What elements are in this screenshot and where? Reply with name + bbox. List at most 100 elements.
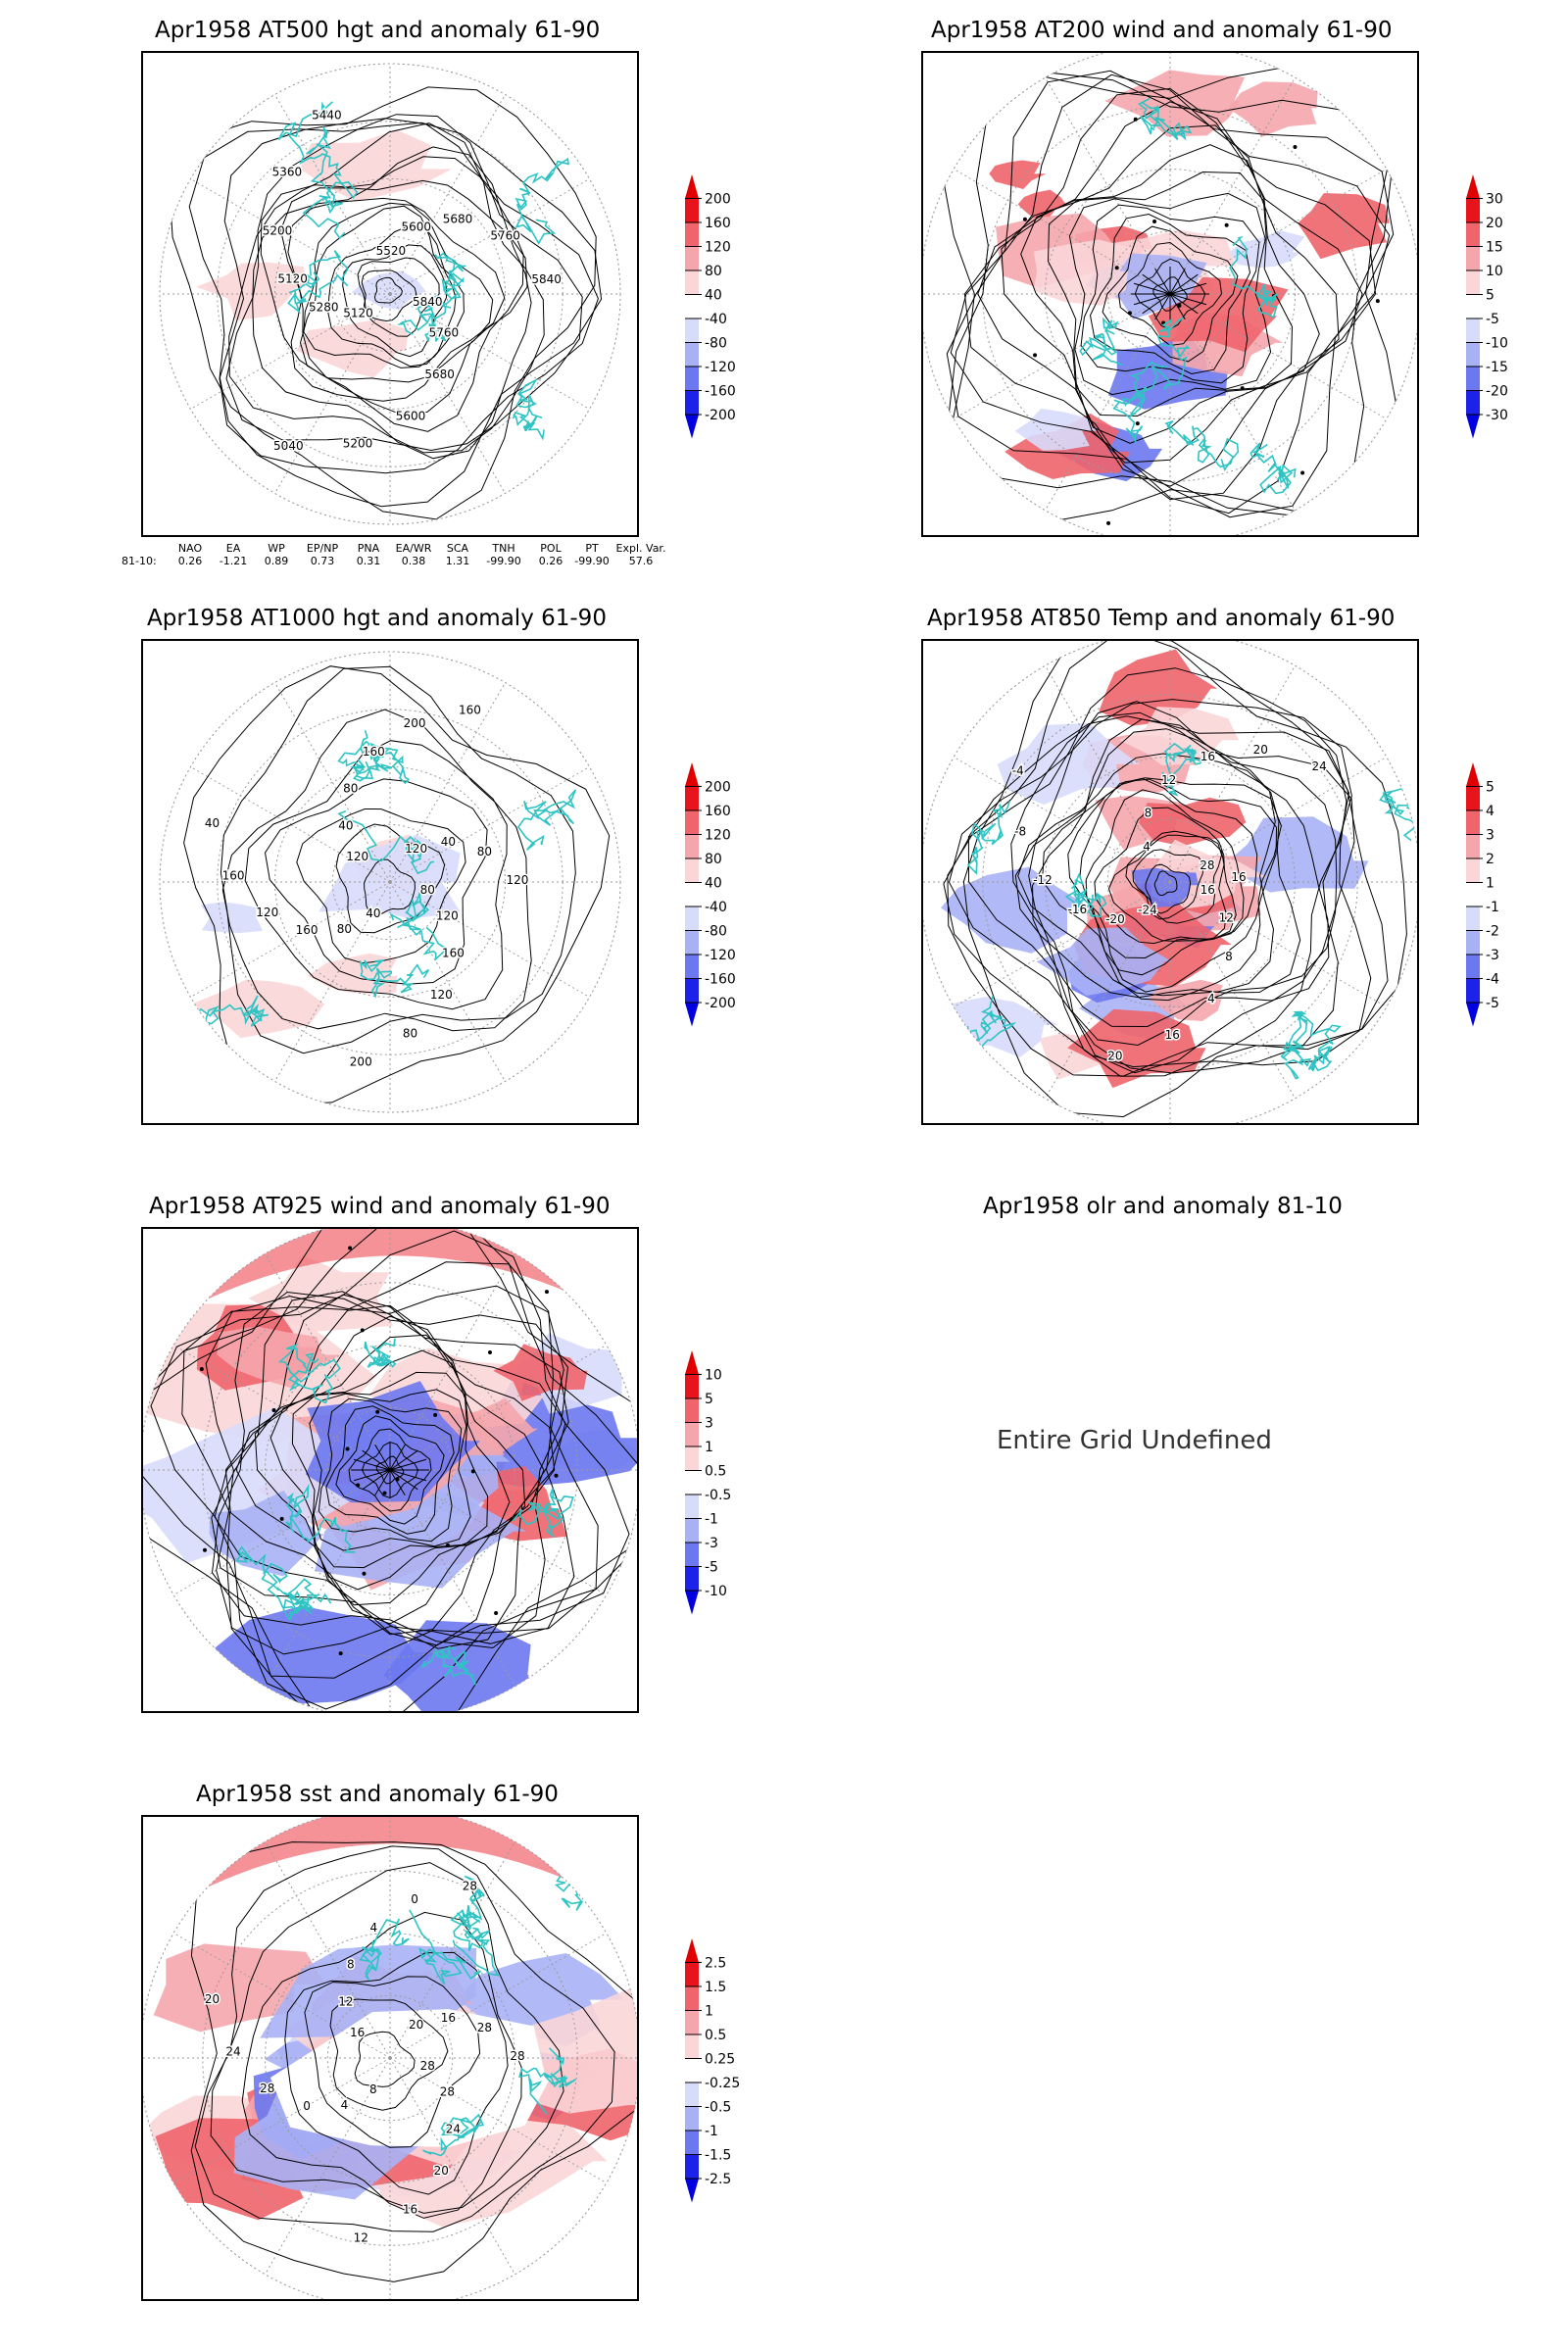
streamline: [150, 1230, 630, 1710]
coastline: [516, 789, 577, 851]
contour-label: 5200: [343, 437, 373, 451]
contour-label: 80: [477, 845, 492, 858]
contour-line: [1145, 863, 1192, 914]
streamline: [1169, 268, 1186, 295]
map-layer: [143, 1229, 637, 1711]
colorbar-label: 30: [1486, 192, 1503, 208]
coastline: [396, 295, 447, 342]
coastline: [434, 252, 466, 309]
coastline: [1379, 787, 1417, 842]
latitude-circle: [274, 178, 506, 410]
flow-arrow: [1022, 217, 1027, 221]
colorbar-label: -3: [1486, 948, 1499, 963]
flow-arrow: [1152, 219, 1157, 223]
contour-label: 5600: [396, 409, 426, 422]
polar-map-at1000: 8012016012080200408016012016040120408016…: [159, 651, 621, 1113]
colorbar-swatch: [685, 2154, 699, 2179]
contour-label: 24: [225, 2045, 240, 2059]
streamline: [270, 1349, 511, 1591]
longitude-line: [274, 293, 391, 494]
contour-label: 5360: [272, 165, 303, 178]
map-layer: [923, 53, 1417, 535]
contour-label: 16: [403, 2203, 417, 2217]
streamline: [1102, 225, 1239, 363]
coastline: [359, 958, 430, 999]
anomaly-shade: [1067, 1008, 1206, 1089]
streamline: [374, 1444, 391, 1471]
contour-line: [228, 122, 545, 454]
coastline: [1280, 1011, 1312, 1080]
contour-line: [183, 665, 611, 1106]
contour-label: 20: [205, 1992, 220, 2006]
index-value: -99.90: [486, 555, 521, 567]
contour-label: 20: [1253, 743, 1268, 757]
streamline: [143, 1229, 637, 1711]
coastline: [1138, 97, 1193, 141]
contour-label: 8: [1225, 950, 1233, 963]
colorbar-swatch: [1466, 858, 1480, 883]
colorbar-min-arrow: [685, 415, 699, 439]
coastline: [285, 1483, 356, 1553]
coastline: [337, 809, 434, 875]
colorbar-swatch: [685, 2010, 699, 2034]
panel-title-at1000: Apr1958 AT1000 hgt and anomaly 61-90: [147, 606, 607, 631]
streamline: [211, 1291, 569, 1649]
colorbar-swatch: [1466, 955, 1480, 979]
colorbar-swatch: [685, 2106, 699, 2131]
index-header: WP: [268, 542, 285, 555]
flow-arrow: [1375, 299, 1380, 304]
colorbar-min-arrow: [685, 1591, 699, 1615]
colorbar-label: -10: [705, 1584, 727, 1599]
colorbar-label: 2: [1486, 852, 1494, 867]
anomaly-shade: [1033, 239, 1135, 306]
contour-line: [279, 179, 528, 415]
colorbar-label: -200: [705, 996, 736, 1011]
anomaly-shade: [209, 1491, 324, 1577]
colorbar-max-arrow: [685, 762, 699, 787]
flow-arrow: [202, 1547, 207, 1552]
contour-label: -24: [1138, 904, 1157, 917]
colorbar-at200: 30 20 15 10 5 -5 -10 -15 -20 -30: [1466, 174, 1508, 439]
colorbar-swatch: [685, 1422, 699, 1446]
colorbar-label: -2: [1486, 924, 1499, 940]
contour-label: 160: [222, 869, 245, 883]
contour-line: [962, 641, 1407, 1118]
streamline: [1047, 171, 1294, 417]
colorbar-min-arrow: [685, 2179, 699, 2203]
map-at200: [921, 51, 1419, 537]
map-at1000: 80 120 160 120 80 200 40 80 160 120 160 40 120 40 80 16…: [141, 639, 639, 1125]
contour-line: [329, 1998, 449, 2111]
colorbar-max-arrow: [1466, 174, 1480, 199]
contour-line: [327, 224, 457, 368]
contour-line: [342, 244, 448, 358]
contour-label: 8: [369, 2082, 377, 2096]
anomaly-shade: [1228, 81, 1318, 137]
colorbar-swatch: [685, 246, 699, 270]
anomaly-shade: [1148, 276, 1289, 353]
colorbar-label: -1.5: [705, 2148, 731, 2164]
anomaly-shade: [1119, 707, 1240, 765]
coastline: [517, 2047, 576, 2115]
colorbar-swatch: [685, 955, 699, 979]
streamline: [353, 1469, 391, 1482]
contour-line: [220, 665, 576, 1054]
streamline: [389, 1469, 418, 1491]
colorbar-swatch: [685, 2131, 699, 2155]
map-at500: 5840 5760 5680 5600 5200 5040 5120 5280 5120 5200…: [141, 51, 639, 537]
contour-line: [264, 778, 488, 985]
index-header: EA: [225, 542, 241, 555]
anomaly-shade: [308, 953, 398, 995]
streamline: [1080, 204, 1260, 384]
coastline: [337, 729, 391, 782]
contour-line: [1010, 711, 1355, 1074]
contour-line: [221, 709, 532, 1032]
contour-line: [287, 197, 506, 402]
flow-arrow: [360, 1328, 365, 1333]
contour-label: 16: [1165, 1028, 1180, 1042]
land-mask: [270, 2009, 551, 2147]
colorbar-at850: 5 4 3 2 1 -1 -2 -3 -4 -5: [1466, 762, 1499, 1027]
colorbar-swatch: [1466, 367, 1480, 391]
longitude-line: [190, 881, 391, 998]
latitude-circle: [1045, 169, 1296, 419]
streamline: [389, 1469, 427, 1482]
